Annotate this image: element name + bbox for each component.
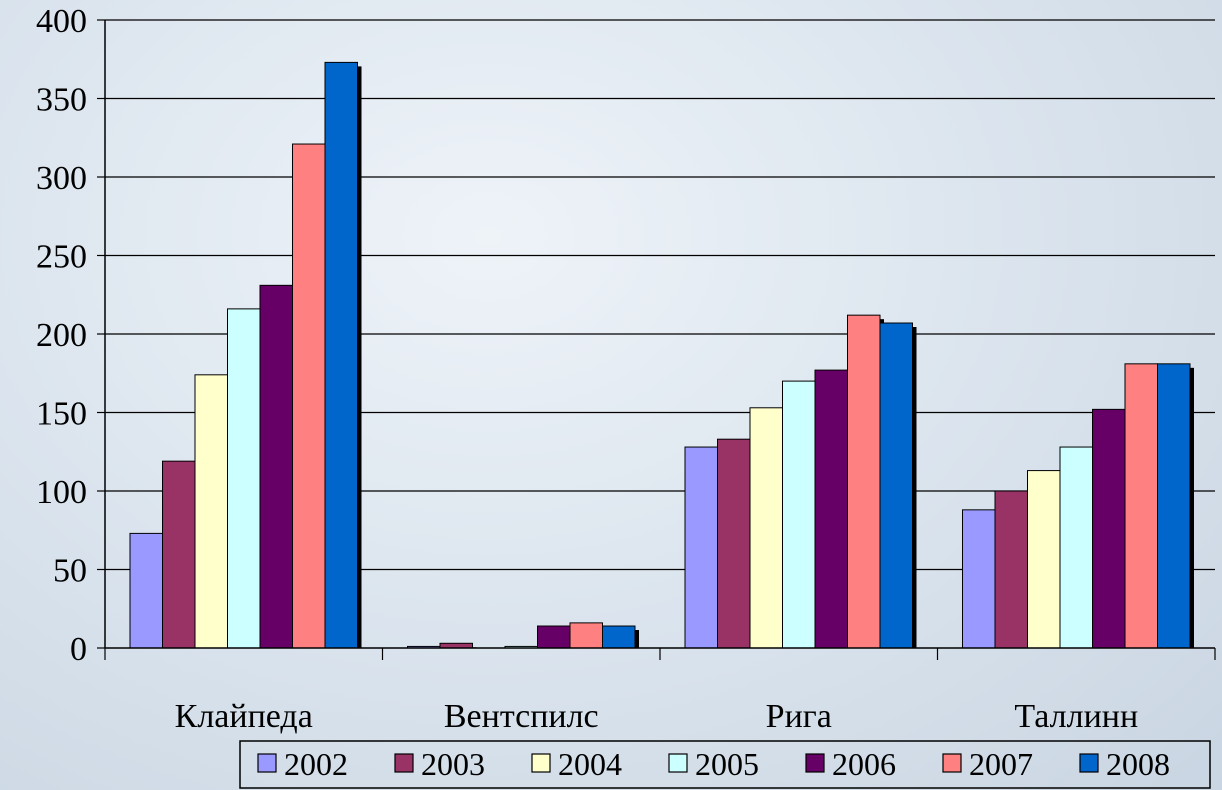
category-labels: Клайпеда Вентспилс Рига Таллинн: [175, 698, 1139, 735]
legend-swatch: [668, 753, 688, 773]
y-tick-label: 50: [53, 553, 87, 590]
legend-swatch: [942, 753, 962, 773]
legend: 2002 2003 2004 2005 2006 2007 2008: [239, 740, 1211, 789]
y-tick-label: 100: [36, 474, 87, 511]
bar-2005-0: [227, 308, 261, 649]
category-label: Вентспилс: [444, 698, 599, 735]
legend-label: 2008: [1106, 746, 1170, 782]
legend-swatch: [257, 753, 277, 773]
bar-2003-3: [994, 490, 1028, 649]
y-tick-label: 0: [70, 631, 87, 668]
bar-2008-3: [1157, 363, 1191, 649]
bar-2007-1: [569, 622, 603, 649]
bar-2007-0: [292, 143, 326, 649]
bar-2006-0: [259, 284, 293, 649]
legend-box: [239, 740, 1211, 789]
bar-2005-3: [1059, 446, 1093, 649]
category-label: Рига: [766, 698, 832, 735]
y-tick-label: 400: [36, 3, 87, 40]
legend-swatch: [531, 753, 551, 773]
bar-2003-2: [717, 438, 751, 649]
bar-2002-3: [962, 509, 996, 649]
bar-2006-2: [814, 369, 848, 649]
bar-2008-1: [602, 625, 636, 649]
bar-2005-2: [782, 380, 816, 649]
y-axis-tick-labels: 0 50 100 150 200 250 300 350 400: [36, 3, 87, 668]
bar-2004-0: [194, 374, 228, 649]
category-label: Клайпеда: [175, 698, 313, 735]
y-tick-label: 300: [36, 160, 87, 197]
bar-2007-3: [1124, 363, 1158, 649]
legend-swatch: [1079, 753, 1099, 773]
legend-swatch: [805, 753, 825, 773]
category-label: Таллинн: [1014, 698, 1138, 735]
y-tick-label: 150: [36, 396, 87, 433]
bar-2006-1: [537, 625, 571, 649]
bar-2008-2: [879, 322, 913, 649]
bar-2007-2: [847, 314, 881, 649]
legend-label: 2003: [421, 746, 485, 782]
legend-label: 2005: [695, 746, 759, 782]
legend-label: 2004: [558, 746, 622, 782]
bar-2004-3: [1027, 470, 1061, 649]
bar-2004-2: [749, 407, 783, 649]
bar-2003-0: [162, 460, 196, 649]
bars: [129, 61, 1194, 649]
legend-swatch: [394, 753, 414, 773]
legend-label: 2007: [969, 746, 1033, 782]
y-tick-label: 250: [36, 239, 87, 276]
bar-2008-0: [324, 61, 358, 649]
axes: [104, 20, 1216, 660]
bar-2002-2: [684, 446, 718, 649]
y-tick-label: 200: [36, 317, 87, 354]
bar-2002-0: [129, 532, 163, 649]
legend-label: 2006: [832, 746, 896, 782]
legend-label: 2002: [284, 746, 348, 782]
bar-2006-3: [1092, 408, 1126, 649]
y-tick-label: 350: [36, 82, 87, 119]
